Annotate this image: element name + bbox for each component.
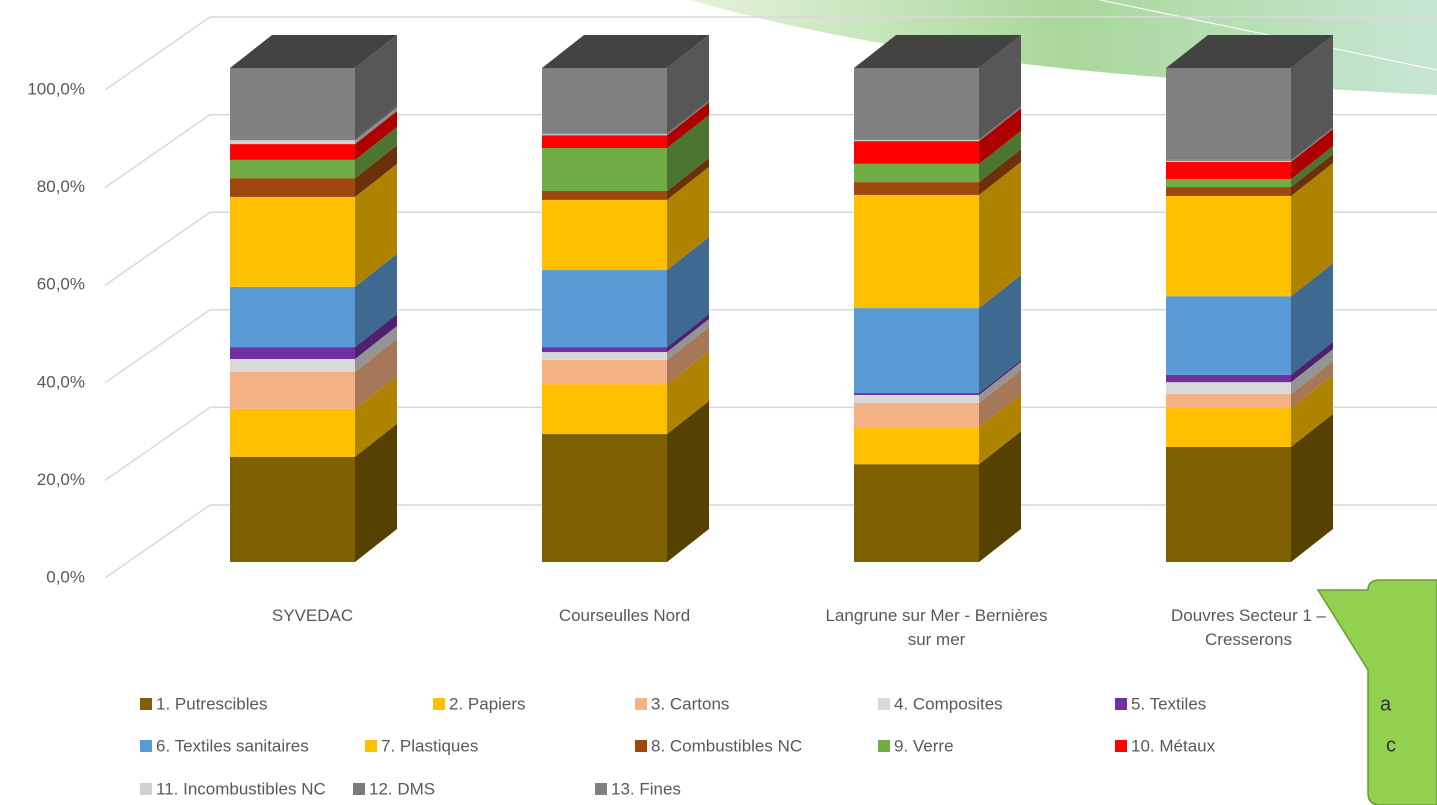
- bar-front: [230, 409, 355, 457]
- callout-text: c: [1386, 734, 1396, 756]
- page: 0,0% 20,0% 40,0% 60,0% 80,0% 100,0% 1. Putres…: [0, 0, 1437, 805]
- bar-front: [230, 197, 355, 287]
- bar-front: [542, 434, 667, 562]
- legend-label: 7. Plastiques: [381, 736, 478, 755]
- bar-front: [1166, 68, 1291, 160]
- bar-front: [542, 148, 667, 191]
- bar-segment: [230, 35, 397, 138]
- bar-front: [854, 139, 979, 140]
- bar-front: [1166, 161, 1291, 162]
- bar-front: [854, 308, 979, 393]
- bar-front: [1166, 179, 1291, 187]
- bar-front: [542, 360, 667, 384]
- bar-front: [542, 384, 667, 434]
- legend-label: 12. DMS: [369, 779, 435, 798]
- bar-front: [1166, 160, 1291, 161]
- legend-label: 4. Composites: [894, 694, 1003, 713]
- bar-front: [854, 195, 979, 308]
- legend-swatch: [635, 698, 647, 710]
- legend-label: 11. Incombustibles NC: [156, 779, 326, 798]
- legend-label: 13. Fines: [611, 779, 681, 798]
- bar-front: [230, 144, 355, 160]
- bar-segment: [542, 35, 709, 133]
- bar-front: [230, 457, 355, 562]
- bar-front: [542, 347, 667, 352]
- legend-label: 9. Verre: [894, 736, 954, 755]
- legend-swatch: [140, 698, 152, 710]
- bar-front: [854, 182, 979, 195]
- bar-front: [854, 164, 979, 182]
- bar-front: [1166, 196, 1291, 296]
- bar-front: [1166, 382, 1291, 394]
- bar-front: [1166, 447, 1291, 562]
- bar-front: [854, 140, 979, 141]
- bar-front: [1166, 162, 1291, 179]
- bar-front: [542, 200, 667, 270]
- legend-swatch: [1115, 698, 1127, 710]
- bar-front: [542, 133, 667, 134]
- legend-label: 10. Métaux: [1131, 736, 1216, 755]
- x-tick-label: SYVEDAC: [163, 604, 463, 628]
- bar-front: [854, 68, 979, 139]
- bar-segment: [1166, 35, 1333, 160]
- x-tick-label: Douvres Secteur 1 – Cresserons: [1129, 604, 1369, 652]
- y-tick-label: 100,0%: [27, 79, 85, 98]
- legend-label: 6. Textiles sanitaires: [156, 736, 309, 755]
- y-tick-label: 0,0%: [46, 567, 85, 586]
- bar-front: [230, 138, 355, 140]
- bar-front: [1166, 187, 1291, 196]
- bar-front: [542, 68, 667, 133]
- legend-swatch: [635, 740, 647, 752]
- bar-front: [854, 464, 979, 562]
- legend-swatch: [140, 783, 152, 795]
- bar-front: [542, 352, 667, 360]
- bar-front: [542, 135, 667, 148]
- bar-front: [1166, 394, 1291, 408]
- bar-front: [230, 287, 355, 347]
- x-tick-label: Courseulles Nord: [475, 604, 775, 628]
- bar-front: [230, 68, 355, 138]
- bar-front: [1166, 408, 1291, 447]
- bar-front: [854, 141, 979, 164]
- legend-swatch: [140, 740, 152, 752]
- bar-front: [542, 134, 667, 135]
- bar-front: [230, 359, 355, 372]
- bar-front: [854, 427, 979, 464]
- legend-label: 1. Putrescibles: [156, 694, 268, 713]
- bar-front: [230, 140, 355, 144]
- bar-front: [542, 270, 667, 347]
- bar-segment: [854, 35, 1021, 139]
- y-tick-label: 60,0%: [37, 275, 85, 294]
- bar-front: [1166, 296, 1291, 375]
- legend-swatch: [433, 698, 445, 710]
- chart: 0,0% 20,0% 40,0% 60,0% 80,0% 100,0% 1. Putres…: [0, 0, 1437, 805]
- legend-swatch: [353, 783, 365, 795]
- y-tick-label: 40,0%: [37, 372, 85, 391]
- legend-label: 3. Cartons: [651, 694, 729, 713]
- legend-swatch: [878, 698, 890, 710]
- legend-label: 5. Textiles: [1131, 694, 1206, 713]
- bar-front: [1166, 375, 1291, 382]
- callout-text: a: [1380, 693, 1392, 715]
- x-tick-label: Langrune sur Mer - Bernières sur mer: [817, 604, 1057, 652]
- bar-front: [854, 403, 979, 427]
- legend-swatch: [365, 740, 377, 752]
- bar-front: [542, 191, 667, 200]
- bar-front: [230, 372, 355, 409]
- legend-swatch: [595, 783, 607, 795]
- y-tick-label: 20,0%: [37, 470, 85, 489]
- y-tick-label: 80,0%: [37, 177, 85, 196]
- legend-label: 8. Combustibles NC: [651, 736, 802, 755]
- bar-front: [230, 178, 355, 197]
- legend-swatch: [1115, 740, 1127, 752]
- bar-front: [230, 347, 355, 359]
- legend-label: 2. Papiers: [449, 694, 526, 713]
- legend: 1. Putrescibles 2. Papiers 3. Cartons 4. Co…: [140, 694, 1216, 798]
- bar-front: [854, 395, 979, 403]
- legend-swatch: [878, 740, 890, 752]
- bar-front: [230, 160, 355, 178]
- bar-front: [854, 393, 979, 395]
